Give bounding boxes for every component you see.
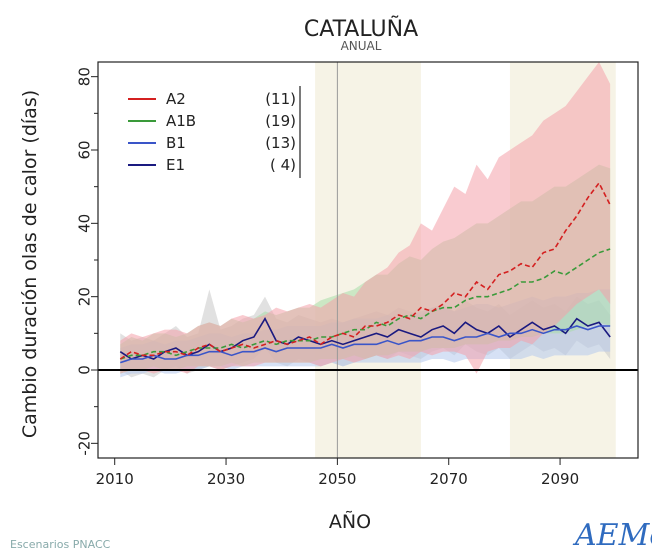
plot-area: 2010 2030 2050 2070 2090 -20 0 20 40 60 80 A2 (11) A1…	[76, 61, 639, 488]
band-a2	[120, 62, 611, 374]
y-tick-label-0: 0	[76, 365, 94, 375]
chart-subtitle: ANUAL	[341, 39, 382, 53]
legend-background	[120, 86, 300, 178]
x-axis-label: AÑO	[329, 510, 371, 533]
logo-text: AEMet	[572, 518, 652, 553]
series-line-e1	[119, 317, 611, 360]
chart-title: CATALUÑA	[304, 15, 418, 42]
y-tick-label-80: 80	[76, 67, 94, 86]
y-tick-label-60: 60	[76, 140, 94, 159]
series-line-b1	[120, 325, 611, 364]
x-tick-label-2090: 2090	[541, 470, 579, 488]
aemet-logo: AEMet	[572, 518, 652, 553]
y-tick-label-20: 20	[76, 287, 94, 306]
y-tick-label-40: 40	[76, 214, 94, 233]
legend: A2 (11) A1B (19) B1 (13) E1 ( 4)	[120, 86, 301, 178]
legend-count-a2: (11)	[265, 90, 296, 108]
legend-count-b1: (13)	[265, 134, 296, 152]
series-group	[120, 62, 611, 378]
legend-label-a2: A2	[166, 90, 186, 108]
x-tick-label-2010: 2010	[96, 470, 134, 488]
legend-count-a1b: (19)	[265, 112, 296, 130]
y-tick-label--20: -20	[76, 431, 94, 456]
legend-count-e1: ( 4)	[270, 156, 296, 174]
series-line-a2	[119, 181, 611, 360]
x-tick-label-2050: 2050	[318, 470, 356, 488]
series-line-a1b	[120, 248, 611, 360]
legend-label-e1: E1	[166, 156, 185, 174]
y-axis-label: Cambio duración olas de calor (días)	[19, 90, 41, 438]
legend-label-a1b: A1B	[166, 112, 196, 130]
x-tick-label-2030: 2030	[207, 470, 245, 488]
x-tick-label-2070: 2070	[430, 470, 468, 488]
legend-label-b1: B1	[166, 134, 186, 152]
footer-text: Escenarios PNACC	[10, 538, 111, 551]
